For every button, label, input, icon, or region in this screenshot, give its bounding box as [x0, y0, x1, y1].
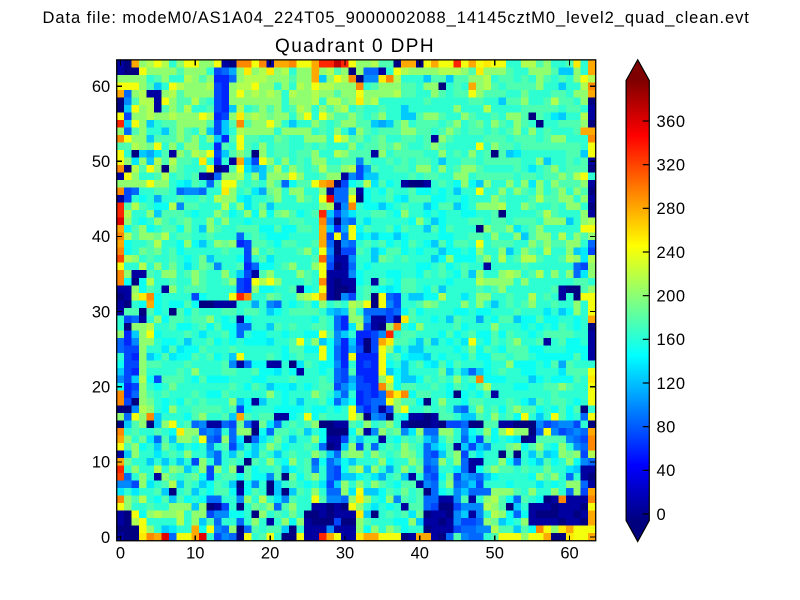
svg-text:40: 40: [92, 228, 110, 246]
svg-text:360: 360: [657, 113, 686, 131]
svg-text:10: 10: [92, 454, 110, 472]
svg-text:320: 320: [657, 157, 686, 175]
svg-text:Quadrant 0 DPH: Quadrant 0 DPH: [275, 36, 435, 57]
svg-text:30: 30: [92, 303, 110, 321]
svg-text:80: 80: [657, 419, 676, 437]
svg-text:0: 0: [657, 506, 667, 524]
svg-text:200: 200: [657, 288, 686, 306]
svg-text:30: 30: [336, 545, 354, 563]
svg-text:60: 60: [92, 78, 110, 96]
svg-text:240: 240: [657, 244, 686, 262]
svg-text:Data file: modeM0/AS1A04_224T0: Data file: modeM0/AS1A04_224T05_90000020…: [43, 9, 750, 27]
svg-text:0: 0: [101, 529, 110, 547]
svg-text:60: 60: [560, 545, 578, 563]
svg-text:40: 40: [657, 462, 676, 480]
svg-text:0: 0: [116, 545, 125, 563]
svg-text:50: 50: [486, 545, 504, 563]
svg-text:40: 40: [411, 545, 429, 563]
svg-text:50: 50: [92, 153, 110, 171]
svg-text:160: 160: [657, 331, 686, 349]
svg-text:120: 120: [657, 375, 686, 393]
svg-text:280: 280: [657, 200, 686, 218]
svg-text:20: 20: [261, 545, 279, 563]
svg-text:10: 10: [186, 545, 204, 563]
svg-text:20: 20: [92, 379, 110, 397]
